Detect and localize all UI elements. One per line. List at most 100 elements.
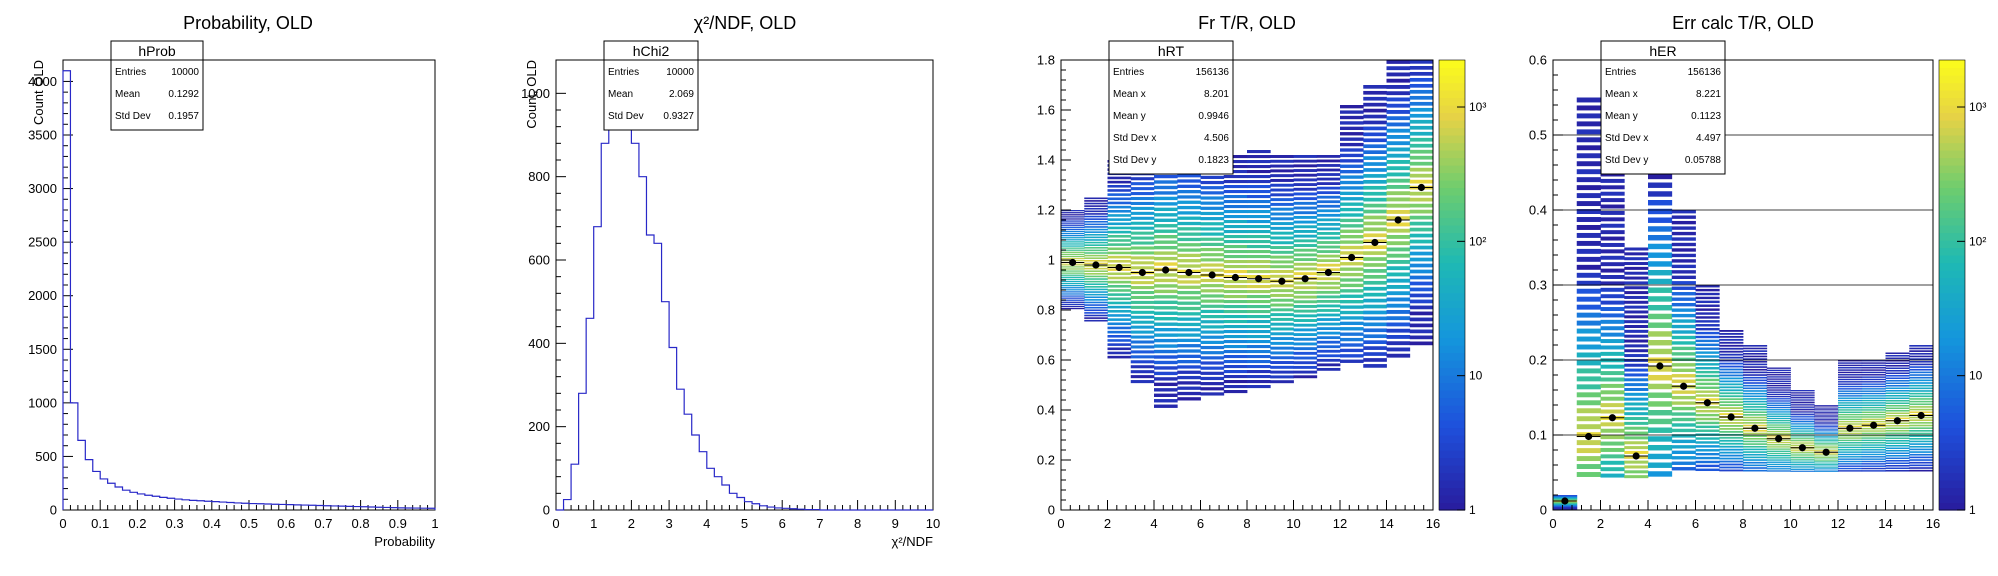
heatmap-cell bbox=[1838, 369, 1863, 371]
heatmap-cell bbox=[1648, 453, 1673, 460]
heatmap-cell bbox=[1814, 427, 1839, 429]
chart-title: Err calc T/R, OLD bbox=[1672, 13, 1814, 33]
heatmap-cell bbox=[1177, 232, 1201, 236]
heatmap-cell bbox=[1719, 368, 1744, 371]
heatmap-cell bbox=[1766, 452, 1791, 455]
color-bar-segment bbox=[1939, 225, 1965, 234]
heatmap-cell bbox=[1107, 297, 1132, 301]
heatmap-cell bbox=[1671, 395, 1696, 400]
color-bar-segment bbox=[1439, 360, 1465, 369]
heatmap-cell bbox=[1838, 416, 1863, 418]
heatmap-cell bbox=[1270, 361, 1294, 365]
heatmap-cell bbox=[1107, 310, 1132, 313]
heatmap-cell bbox=[1576, 288, 1601, 294]
heatmap-cell bbox=[1766, 378, 1791, 380]
heatmap-cell bbox=[1790, 432, 1815, 435]
heatmap-cell bbox=[1719, 425, 1744, 427]
heatmap-cell bbox=[1200, 351, 1225, 355]
heatmap-cell bbox=[1838, 385, 1863, 388]
heatmap-cell bbox=[1130, 380, 1155, 384]
heatmap-cell bbox=[1061, 218, 1085, 220]
heatmap-cell bbox=[1766, 393, 1791, 396]
heatmap-cell bbox=[1600, 236, 1625, 241]
heatmap-cell bbox=[1885, 460, 1910, 462]
heatmap-cell bbox=[1340, 251, 1364, 255]
heatmap-cell bbox=[1838, 374, 1863, 376]
heatmap-cell bbox=[1624, 397, 1649, 401]
heatmap-cell bbox=[1576, 368, 1601, 374]
heatmap-cell bbox=[1200, 387, 1225, 391]
heatmap-cell bbox=[1719, 371, 1744, 374]
heatmap-cell bbox=[1576, 225, 1601, 230]
stats-value: 4.506 bbox=[1204, 133, 1229, 144]
heatmap-cell bbox=[1409, 281, 1434, 286]
x-axis-label: Probability bbox=[374, 534, 435, 549]
heatmap-cell bbox=[1695, 386, 1720, 389]
heatmap-cell bbox=[1695, 449, 1720, 452]
heatmap-cell bbox=[1885, 365, 1910, 367]
heatmap-cell bbox=[1363, 310, 1387, 315]
heatmap-cell bbox=[1766, 411, 1791, 413]
heatmap-cell bbox=[1624, 354, 1649, 358]
heatmap-cell bbox=[1223, 260, 1248, 264]
heatmap-cell bbox=[1600, 191, 1625, 196]
heatmap-cell bbox=[1885, 425, 1910, 427]
heatmap-cell bbox=[1671, 352, 1696, 356]
heatmap-cell bbox=[1340, 132, 1364, 136]
heatmap-cell bbox=[1743, 376, 1768, 379]
heatmap-cell bbox=[1409, 311, 1434, 316]
heatmap-cell bbox=[1270, 183, 1294, 187]
color-bar-tick-label: 1 bbox=[1469, 503, 1476, 517]
heatmap-cell bbox=[1719, 454, 1744, 457]
heatmap-cell bbox=[1363, 191, 1387, 196]
heatmap-cell bbox=[1861, 371, 1886, 374]
heatmap-cell bbox=[1293, 169, 1318, 172]
heatmap-cell bbox=[1671, 231, 1696, 236]
heatmap-cell bbox=[1200, 196, 1225, 200]
heatmap-cell bbox=[1648, 340, 1673, 346]
heatmap-cell bbox=[1743, 467, 1768, 469]
color-bar-segment bbox=[1439, 127, 1465, 136]
heatmap-cell bbox=[1247, 255, 1271, 259]
heatmap-cell bbox=[1293, 286, 1318, 290]
heatmap-cell bbox=[1766, 404, 1791, 407]
heatmap-cell bbox=[1061, 268, 1085, 270]
heatmap-cell bbox=[1270, 346, 1294, 350]
heatmap-cell bbox=[1084, 304, 1108, 306]
heatmap-cell bbox=[1223, 365, 1248, 369]
heatmap-cell bbox=[1340, 267, 1364, 271]
heatmap-cell bbox=[1177, 375, 1201, 380]
heatmap-cell bbox=[1695, 425, 1720, 429]
y-tick-label: 0 bbox=[1540, 503, 1547, 518]
heatmap-cell bbox=[1576, 296, 1601, 302]
heatmap-cell bbox=[1223, 380, 1248, 384]
heatmap-cell bbox=[1600, 300, 1625, 305]
heatmap-cell bbox=[1084, 254, 1108, 257]
heatmap-cell bbox=[1340, 310, 1364, 315]
heatmap-cell bbox=[1293, 173, 1318, 177]
heatmap-cell bbox=[1695, 312, 1720, 315]
heatmap-cell bbox=[1861, 381, 1886, 383]
heatmap-cell bbox=[1885, 367, 1910, 370]
profile-point bbox=[1162, 266, 1170, 274]
heatmap-cell bbox=[1576, 264, 1601, 270]
heatmap-cell bbox=[1316, 164, 1341, 167]
heatmap-cell bbox=[1600, 390, 1625, 395]
color-bar-segment bbox=[1939, 270, 1965, 279]
heatmap-cell bbox=[1084, 286, 1108, 288]
heatmap-cell bbox=[1766, 457, 1791, 459]
heatmap-cell bbox=[1247, 375, 1271, 379]
color-bar-segment bbox=[1439, 465, 1465, 474]
heatmap-cell bbox=[1861, 406, 1886, 409]
heatmap-cell bbox=[1909, 469, 1934, 472]
heatmap-cell bbox=[1648, 436, 1673, 442]
heatmap-cell bbox=[1293, 258, 1318, 262]
heatmap-cell bbox=[1885, 437, 1910, 440]
heatmap-cell bbox=[1130, 360, 1155, 364]
heatmap-cell bbox=[1130, 355, 1155, 359]
heatmap-cell bbox=[1316, 213, 1341, 217]
x-tick-label: 8 bbox=[854, 516, 861, 531]
heatmap-cell bbox=[1766, 387, 1791, 389]
